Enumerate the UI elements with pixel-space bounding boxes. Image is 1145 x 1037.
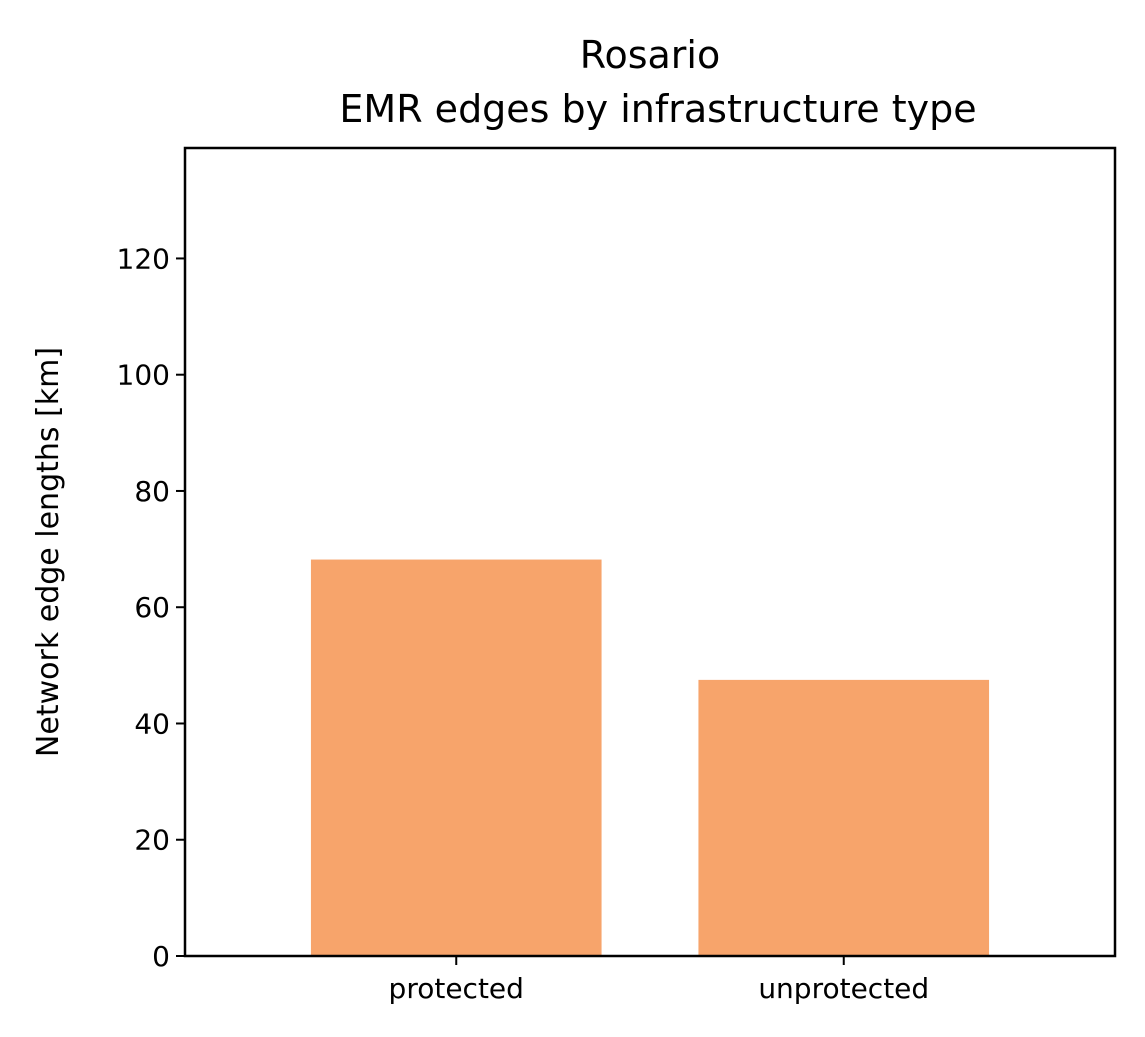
bar-unprotected — [698, 679, 990, 956]
bar-protected — [310, 559, 602, 956]
y-tick-label: 80 — [134, 475, 170, 508]
x-ticks-group: protected unprotected — [389, 956, 929, 1005]
chart-title-line-2: EMR edges by infrastructure type — [339, 87, 976, 131]
y-tick-label: 100 — [117, 359, 170, 392]
y-tick-label: 0 — [152, 940, 170, 973]
y-tick-label: 40 — [134, 707, 170, 740]
plot-frame — [183, 146, 1117, 958]
y-tick-label: 120 — [117, 242, 170, 275]
y-tick-label: 20 — [134, 824, 170, 857]
bars-group — [310, 559, 990, 956]
y-axis-label: Network edge lengths [km] — [31, 347, 66, 757]
chart-title-line-1: Rosario — [580, 33, 720, 77]
x-tick-label: protected — [389, 972, 524, 1005]
x-tick-label: unprotected — [758, 972, 929, 1005]
y-ticks-group: 0 20 40 60 80 100 120 — [117, 242, 185, 973]
y-tick-label: 60 — [134, 591, 170, 624]
